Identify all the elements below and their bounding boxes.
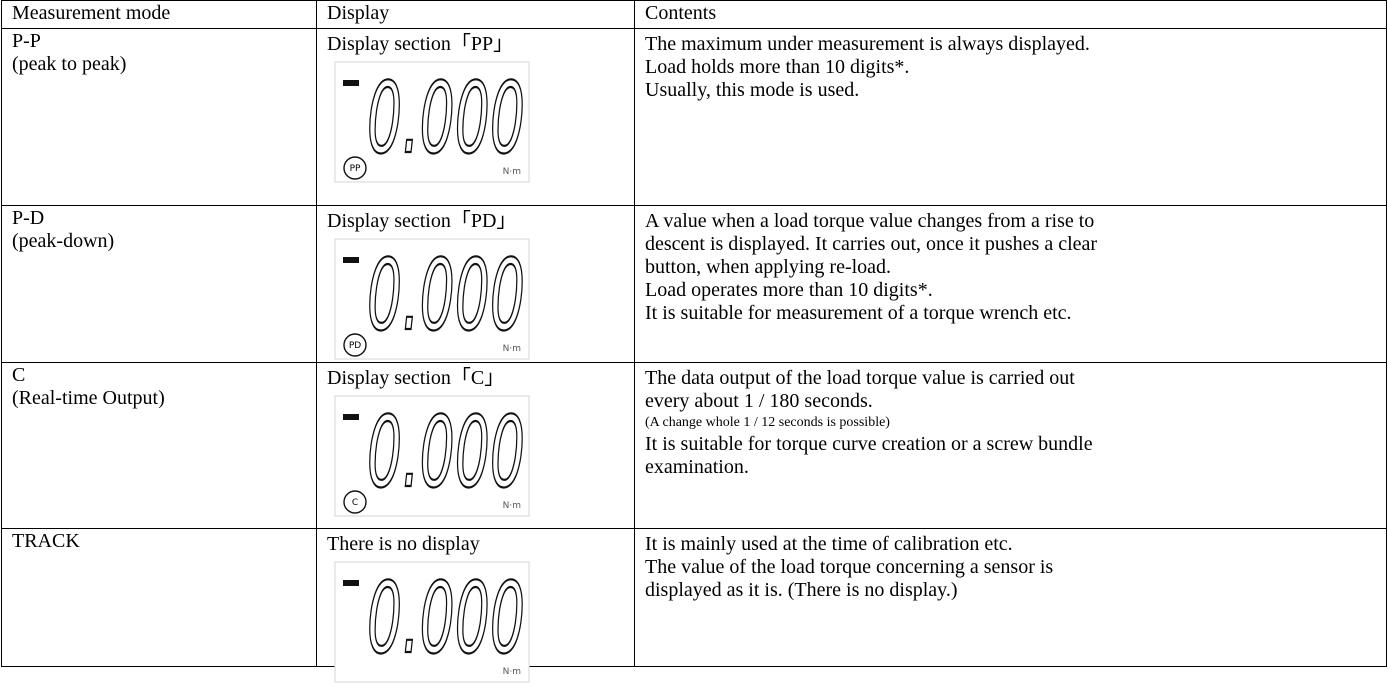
display-cell: Display section「PD」 0.000 PD N·m [316,205,635,363]
contents-line: The data output of the load torque value… [645,367,1075,389]
contents-line: displayed as it is. (There is no display… [645,579,958,601]
contents-line: Usually, this mode is used. [645,79,860,101]
lcd-unit: N·m [503,167,521,177]
contents-line: every about 1 / 180 seconds. [645,390,873,412]
contents-line: The value of the load torque concerning … [645,556,1054,578]
display-caption: There is no display [327,533,480,555]
contents-line: It is mainly used at the time of calibra… [645,533,1013,555]
lcd-display: 0.000 C N·m [334,395,530,517]
header-text: Display [327,2,390,24]
contents-line: The maximum under measurement is always … [645,33,1090,55]
header-cell: Contents [634,0,1387,29]
lcd-frame [334,61,530,183]
contents-line: button, when applying re-load. [645,256,892,278]
lcd-indicator: PD [349,341,361,351]
indicator-circle [343,333,367,357]
lcd-minus [343,580,359,586]
lcd-unit: N·m [503,667,521,677]
contents-cell: The maximum under measurement is always … [634,28,1387,206]
header-text: Contents [645,2,717,24]
mode-text: TRACK [12,530,80,552]
contents-line: Load holds more than 10 digits*. [645,56,910,78]
display-caption: Display section「PD」 [327,210,517,232]
lcd-reading: 0.000 [367,396,525,510]
lcd-indicator: PP [350,164,361,174]
contents-cell: A value when a load torque value changes… [634,205,1387,363]
mode-text: (peak-down) [12,230,115,252]
contents-note: (A change whole 1 / 12 seconds is possib… [645,415,890,430]
lcd-frame [334,238,530,360]
lcd-display: 0.000 PD N·m [334,238,530,360]
mode-cell: C (Real-time Output) [1,362,317,529]
mode-text: C [12,364,26,386]
contents-line: descent is displayed. It carries out, on… [645,233,1098,255]
indicator-circle [343,156,367,180]
lcd-display: 0.000 PP N·m [334,61,530,183]
lcd-unit: N·m [503,344,521,354]
indicator-circle [343,490,367,514]
lcd-reading: 0.000 [367,239,525,353]
mode-text: P-P [12,30,41,52]
display-caption: Display section「C」 [327,367,505,389]
contents-line: It is suitable for measurement of a torq… [645,302,1072,324]
contents-cell: It is mainly used at the time of calibra… [634,528,1387,667]
display-cell: Display section「PP」 0.000 PP N·m [316,28,635,206]
contents-cell: The data output of the load torque value… [634,362,1387,529]
display-cell: There is no display 0.000 N·m [316,528,635,683]
contents-line: Load operates more than 10 digits*. [645,279,933,301]
mode-cell: P-P (peak to peak) [1,28,317,206]
lcd-minus [343,257,359,263]
mode-text: (Real-time Output) [12,387,165,409]
header-cell: Measurement mode [1,0,317,29]
header-cell: Display [316,0,635,29]
lcd-frame [334,395,530,517]
lcd-unit: N·m [503,501,521,511]
contents-line: A value when a load torque value changes… [645,210,1095,232]
display-caption: Display section「PP」 [327,33,514,55]
header-text: Measurement mode [12,2,171,24]
lcd-reading: 0.000 [367,562,525,676]
lcd-reading: 0.000 [367,62,525,176]
mode-cell: P-D (peak-down) [1,205,317,363]
lcd-frame [334,561,530,683]
display-cell: Display section「C」 0.000 C N·m [316,362,635,529]
lcd-indicator: C [352,498,358,508]
mode-text: (peak to peak) [12,53,127,75]
lcd-minus [343,80,359,86]
contents-line: examination. [645,456,749,478]
lcd-minus [343,414,359,420]
mode-text: P-D [12,207,45,229]
contents-line: It is suitable for torque curve creation… [645,433,1093,455]
mode-cell: TRACK [1,528,317,667]
